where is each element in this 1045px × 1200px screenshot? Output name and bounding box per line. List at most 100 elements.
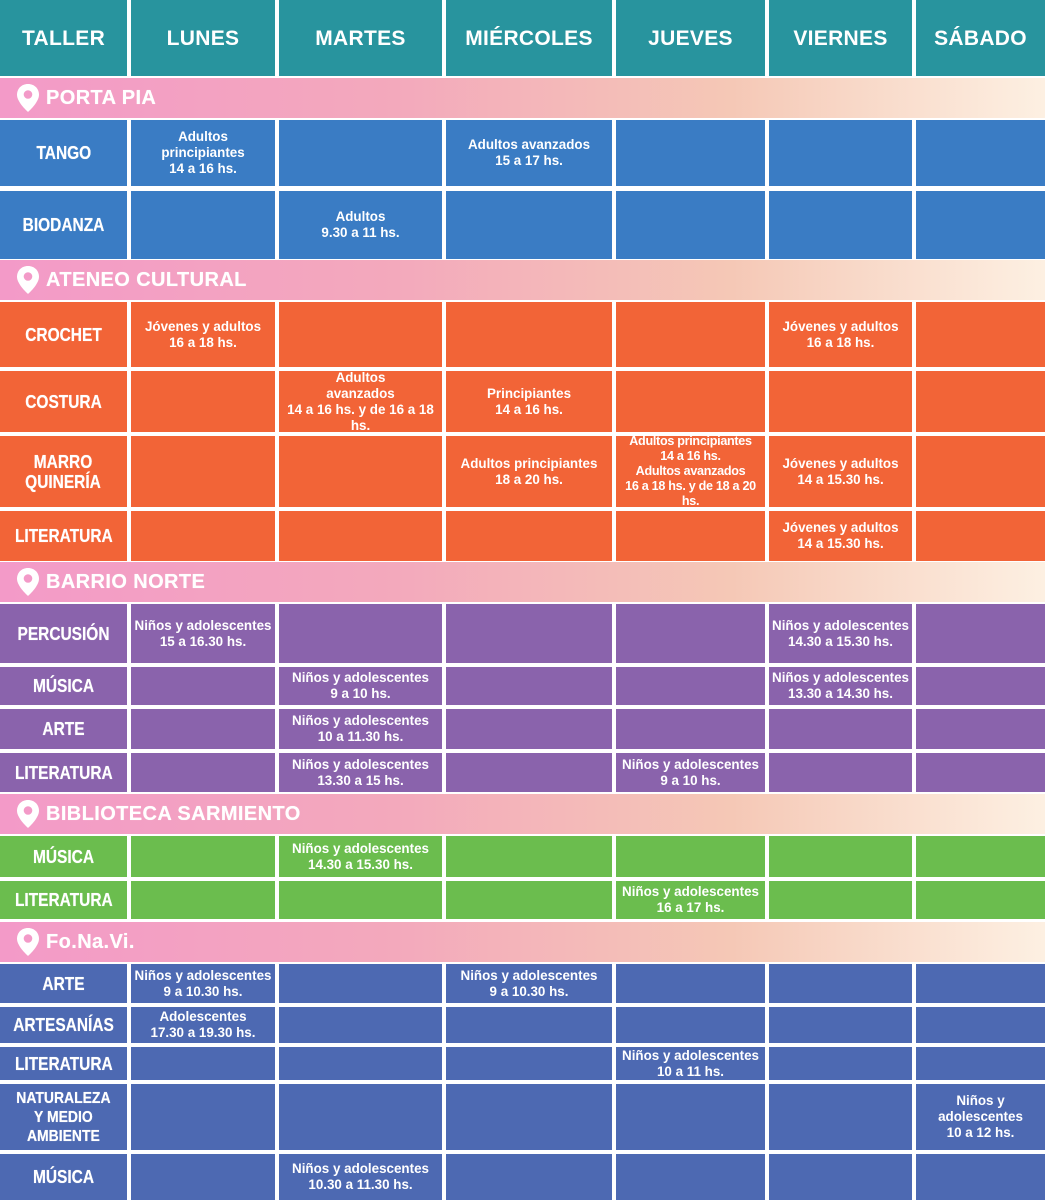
schedule-cell-lunes xyxy=(131,511,275,561)
schedule-cell-sabado xyxy=(916,436,1045,507)
schedule-cell-viernes: Niños y adolescentes 14.30 a 15.30 hs. xyxy=(769,604,912,663)
schedule-slot-text: Niños y adolescentes 10 a 11 hs. xyxy=(622,1047,759,1079)
schedule-cell-miercoles xyxy=(446,191,612,259)
schedule-cell-viernes: Jóvenes y adultos 14 a 15.30 hs. xyxy=(769,511,912,561)
schedule-cell-sabado xyxy=(916,371,1045,432)
schedule-cell-sabado xyxy=(916,191,1045,259)
schedule-slot-text: Niños y adolescentes 9 a 10 hs. xyxy=(292,670,429,701)
schedule-cell-viernes: Niños y adolescentes 13.30 a 14.30 hs. xyxy=(769,667,912,705)
schedule-cell-lunes xyxy=(131,1084,275,1150)
schedule-slot-text: Adultos principiantes 14 a 16 hs. xyxy=(161,129,245,176)
schedule-cell-lunes xyxy=(131,881,275,919)
schedule-cell-jueves xyxy=(616,191,765,259)
workshop-name-cell: TANGO xyxy=(0,120,127,186)
schedule-cell-viernes xyxy=(769,1007,912,1043)
schedule-cell-miercoles xyxy=(446,667,612,705)
schedule-cell-lunes: Jóvenes y adultos 16 a 18 hs. xyxy=(131,302,275,367)
workshop-name: MARRO QUINERÍA xyxy=(25,451,102,492)
map-pin-icon xyxy=(17,266,39,294)
workshop-name-cell: ARTE xyxy=(0,964,127,1003)
workshop-name-cell: CROCHET xyxy=(0,302,127,367)
schedule-cell-miercoles xyxy=(446,511,612,561)
workshop-name: MÚSICA xyxy=(32,676,95,696)
schedule-cell-martes xyxy=(279,302,442,367)
schedule-cell-jueves xyxy=(616,1084,765,1150)
schedule-slot-text: Niños y adolescentes 14.30 a 15.30 hs. xyxy=(772,617,909,649)
schedule-cell-martes: Niños y adolescentes 9 a 10 hs. xyxy=(279,667,442,705)
workshop-name-cell: BIODANZA xyxy=(0,191,127,259)
schedule-cell-jueves xyxy=(616,302,765,367)
header-day-sabado: SÁBADO xyxy=(916,0,1045,76)
schedule-cell-jueves: Niños y adolescentes 16 a 17 hs. xyxy=(616,881,765,919)
schedule-cell-sabado xyxy=(916,667,1045,705)
schedule-slot-text: Niños y adolescentes 10 a 12 hs. xyxy=(938,1093,1023,1140)
schedule-cell-sabado xyxy=(916,1047,1045,1080)
workshop-name: PERCUSIÓN xyxy=(17,623,110,644)
workshop-name-cell: LITERATURA xyxy=(0,1047,127,1080)
schedule-cell-martes xyxy=(279,436,442,507)
schedule-cell-martes: Niños y adolescentes 14.30 a 15.30 hs. xyxy=(279,836,442,877)
schedule-slot-text: Niños y adolescentes 9 a 10.30 hs. xyxy=(134,967,272,999)
header-day-viernes: VIERNES xyxy=(769,0,912,76)
location-name: ATENEO CULTURAL xyxy=(46,268,247,291)
schedule-cell-martes xyxy=(279,120,442,186)
workshop-name: MÚSICA xyxy=(32,1167,95,1187)
schedule-cell-viernes xyxy=(769,753,912,792)
schedule-cell-miercoles xyxy=(446,753,612,792)
schedule-cell-viernes xyxy=(769,191,912,259)
schedule-cell-martes: Adultos avanzados 14 a 16 hs. y de 16 a … xyxy=(279,371,442,432)
schedule-cell-lunes xyxy=(131,436,275,507)
schedule-cell-miercoles: Principiantes 14 a 16 hs. xyxy=(446,371,612,432)
schedule-cell-martes xyxy=(279,1007,442,1043)
workshop-name: CROCHET xyxy=(25,324,102,345)
map-pin-icon xyxy=(17,568,39,596)
schedule-cell-viernes: Jóvenes y adultos 16 a 18 hs. xyxy=(769,302,912,367)
schedule-cell-lunes xyxy=(131,191,275,259)
location-header-barrio-norte: BARRIO NORTE xyxy=(0,562,1045,602)
schedule-slot-text: Adultos principiantes 14 a 16 hs. Adulto… xyxy=(625,436,756,507)
schedule-cell-sabado xyxy=(916,1154,1045,1200)
schedule-cell-lunes: Niños y adolescentes 15 a 16.30 hs. xyxy=(131,604,275,663)
schedule-cell-miercoles xyxy=(446,709,612,749)
schedule-cell-sabado xyxy=(916,511,1045,561)
workshop-name-cell: LITERATURA xyxy=(0,753,127,792)
workshop-name: LITERATURA xyxy=(14,890,113,910)
schedule-cell-martes xyxy=(279,881,442,919)
schedule-slot-text: Niños y adolescentes 10.30 a 11.30 hs. xyxy=(292,1161,429,1192)
schedule-cell-viernes xyxy=(769,1154,912,1200)
schedule-cell-martes: Niños y adolescentes 10 a 11.30 hs. xyxy=(279,709,442,749)
schedule-cell-sabado: Niños y adolescentes 10 a 12 hs. xyxy=(916,1084,1045,1150)
schedule-cell-jueves xyxy=(616,836,765,877)
header-day-miercoles: MIÉRCOLES xyxy=(446,0,612,76)
map-pin-icon xyxy=(17,928,39,956)
schedule-cell-viernes xyxy=(769,120,912,186)
schedule-cell-sabado xyxy=(916,881,1045,919)
schedule-slot-text: Adultos avanzados 14 a 16 hs. y de 16 a … xyxy=(287,371,434,432)
schedule-slot-text: Jóvenes y adultos 16 a 18 hs. xyxy=(782,318,899,350)
workshop-name: LITERATURA xyxy=(14,762,113,783)
schedule-cell-jueves: Niños y adolescentes 10 a 11 hs. xyxy=(616,1047,765,1080)
workshop-name-cell: COSTURA xyxy=(0,371,127,432)
location-name: PORTA PIA xyxy=(46,86,157,109)
schedule-cell-lunes: Adolescentes 17.30 a 19.30 hs. xyxy=(131,1007,275,1043)
location-name: BARRIO NORTE xyxy=(46,570,206,593)
location-header-porta-pia: PORTA PIA xyxy=(0,78,1045,118)
schedule-cell-miercoles xyxy=(446,1047,612,1080)
schedule-cell-martes xyxy=(279,1084,442,1150)
location-header-fo-na-vi: Fo.Na.Vi. xyxy=(0,922,1045,962)
schedule-cell-lunes: Adultos principiantes 14 a 16 hs. xyxy=(131,120,275,186)
schedule-cell-sabado xyxy=(916,302,1045,367)
schedule-cell-jueves xyxy=(616,1154,765,1200)
schedule-cell-viernes xyxy=(769,709,912,749)
schedule-cell-miercoles xyxy=(446,1007,612,1043)
schedule-cell-miercoles xyxy=(446,1154,612,1200)
schedule-cell-miercoles xyxy=(446,604,612,663)
schedule-cell-lunes xyxy=(131,371,275,432)
schedule-slot-text: Jóvenes y adultos 14 a 15.30 hs. xyxy=(782,455,899,487)
schedule-slot-text: Jóvenes y adultos 16 a 18 hs. xyxy=(144,318,262,350)
schedule-cell-viernes xyxy=(769,1047,912,1080)
schedule-cell-miercoles: Niños y adolescentes 9 a 10.30 hs. xyxy=(446,964,612,1003)
location-name: BIBLIOTECA SARMIENTO xyxy=(46,802,301,825)
workshop-name-cell: MÚSICA xyxy=(0,836,127,877)
workshop-name: MÚSICA xyxy=(32,846,95,867)
